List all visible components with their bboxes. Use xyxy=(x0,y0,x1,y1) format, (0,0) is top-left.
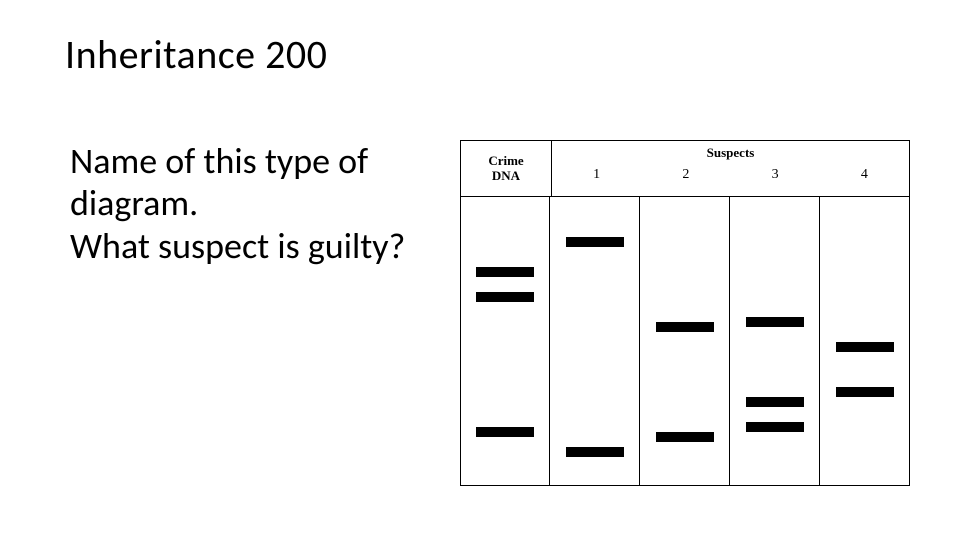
suspect-number: 4 xyxy=(820,161,909,196)
body-line-2: What suspect is guilty? xyxy=(70,224,405,268)
body-line-1: Name of this type of diagram. xyxy=(70,139,368,225)
gel-band xyxy=(746,317,804,327)
suspect-number: 2 xyxy=(641,161,730,196)
suspect-numbers-row: 1 2 3 4 xyxy=(552,161,909,196)
suspect-number: 1 xyxy=(552,161,641,196)
header-crime-dna: Crime DNA xyxy=(461,141,552,196)
lane-suspect-3 xyxy=(730,197,820,485)
gel-header: Crime DNA Suspects 1 2 3 4 xyxy=(460,140,910,196)
gel-band xyxy=(476,267,534,277)
lane-crime xyxy=(461,197,550,485)
lane-suspect-2 xyxy=(640,197,730,485)
gel-band xyxy=(566,447,624,457)
gel-lanes xyxy=(460,196,910,486)
lane-suspect-4 xyxy=(820,197,909,485)
slide: Inheritance 200 Name of this type of dia… xyxy=(0,0,960,540)
gel-band xyxy=(746,422,804,432)
suspect-number: 3 xyxy=(731,161,820,196)
gel-band xyxy=(836,342,894,352)
gel-band xyxy=(836,387,894,397)
body-text: Name of this type of diagram. What suspe… xyxy=(70,140,430,267)
gel-band xyxy=(656,322,714,332)
gel-band xyxy=(476,427,534,437)
gel-band xyxy=(746,397,804,407)
crime-label-line1: Crime xyxy=(488,154,523,169)
crime-label-line2: DNA xyxy=(492,169,520,184)
gel-band xyxy=(476,292,534,302)
gel-diagram: Crime DNA Suspects 1 2 3 4 xyxy=(460,140,910,486)
gel-band xyxy=(656,432,714,442)
suspects-label: Suspects xyxy=(552,141,909,161)
slide-title: Inheritance 200 xyxy=(65,30,327,79)
gel-band xyxy=(566,237,624,247)
header-suspects: Suspects 1 2 3 4 xyxy=(552,141,909,196)
lane-suspect-1 xyxy=(550,197,640,485)
